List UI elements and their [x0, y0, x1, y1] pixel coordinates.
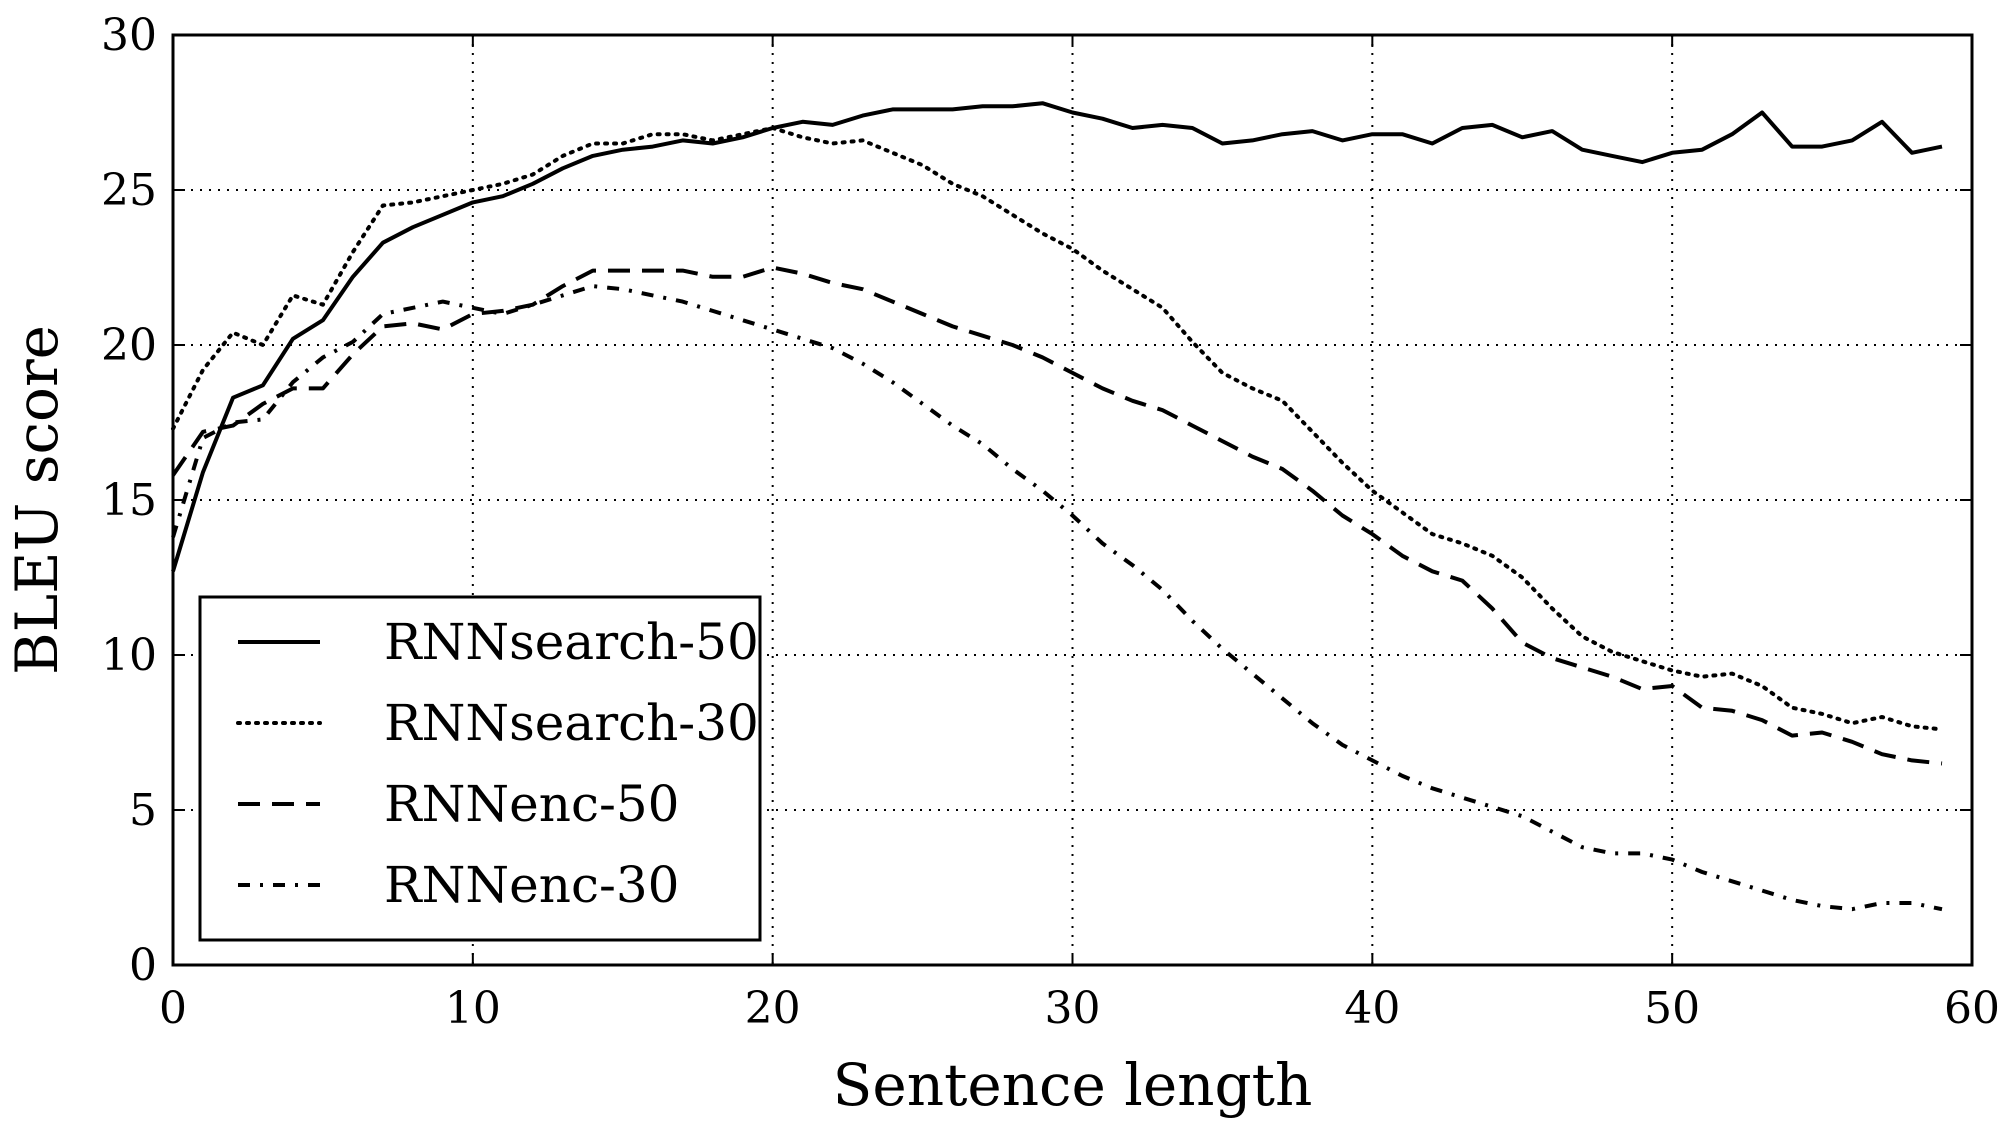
y-tick-label: 10 — [101, 630, 157, 681]
x-tick-label: 20 — [745, 983, 801, 1034]
y-tick-labels: 0 5 10 15 20 25 30 — [101, 10, 157, 991]
legend-label: RNNenc-30 — [384, 856, 679, 914]
x-tick-label: 60 — [1944, 983, 2000, 1034]
series-line-rnnsearch-50 — [171, 101, 1943, 572]
series-lines — [171, 101, 1944, 912]
y-tick-label: 20 — [101, 320, 157, 371]
x-tick-label: 30 — [1045, 983, 1101, 1034]
x-tick-label: 0 — [159, 983, 187, 1034]
y-tick-label: 15 — [101, 475, 157, 526]
axis-ticks — [172, 34, 1973, 966]
y-axis-label: BLEU score — [3, 325, 71, 675]
x-tick-label: 10 — [445, 983, 501, 1034]
legend-label: RNNsearch-30 — [384, 694, 759, 752]
series-line-rnnenc-50 — [171, 265, 1943, 766]
x-tick-label: 50 — [1644, 983, 1700, 1034]
legend-label: RNNenc-50 — [384, 775, 679, 833]
x-tick-label: 40 — [1344, 983, 1400, 1034]
y-tick-label: 0 — [129, 940, 157, 991]
y-tick-label: 5 — [129, 785, 157, 836]
series-line-rnnsearch-30 — [171, 126, 1944, 732]
y-tick-label: 25 — [101, 165, 157, 216]
legend: RNNsearch-50 RNNsearch-30 RNNenc-50 RNNenc-… — [198, 595, 762, 942]
x-tick-labels: 0 10 20 30 40 50 60 — [159, 983, 2000, 1034]
x-axis-label: Sentence length — [833, 1051, 1313, 1119]
legend-label: RNNsearch-50 — [384, 613, 759, 671]
y-tick-label: 30 — [101, 10, 157, 61]
legend-box — [198, 595, 762, 942]
